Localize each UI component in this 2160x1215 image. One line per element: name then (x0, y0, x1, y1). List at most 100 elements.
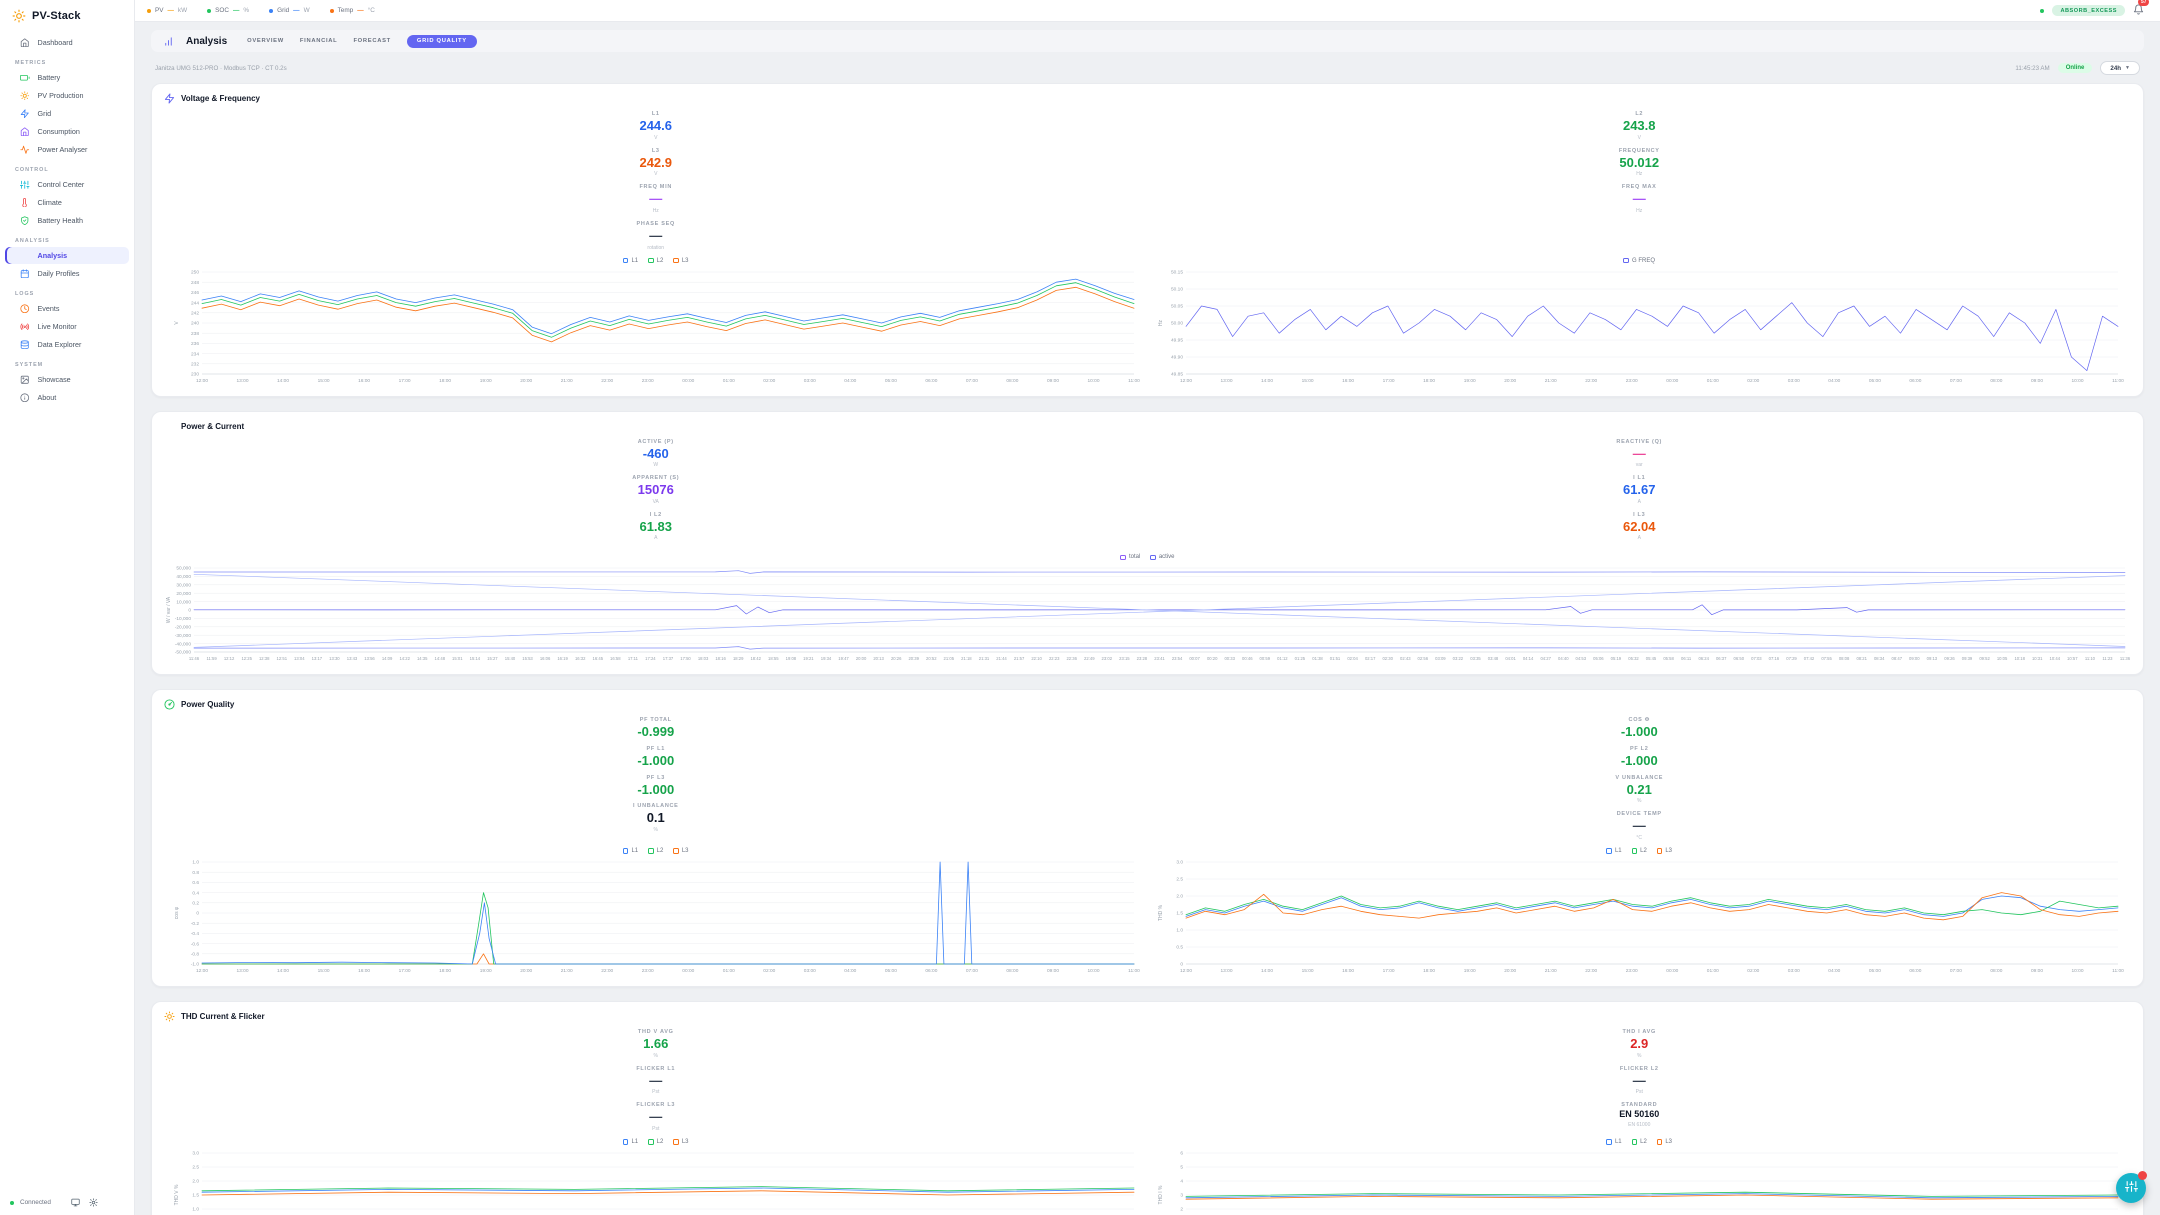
svg-text:08:00: 08:00 (1990, 968, 2002, 974)
svg-text:05:00: 05:00 (885, 968, 897, 974)
sidebar-item-daily-profiles[interactable]: Daily Profiles (5, 265, 129, 282)
svg-text:49.85: 49.85 (1170, 371, 1182, 377)
svg-text:02:04: 02:04 (1347, 656, 1358, 661)
svg-text:-1.0: -1.0 (191, 962, 200, 968)
topbar-metrics: PV — kW SOC —% Grid — W Temp — °C (147, 7, 375, 14)
svg-text:0.2: 0.2 (192, 901, 199, 907)
sliders-icon (20, 180, 30, 189)
range-select[interactable]: 24h ▼ (2100, 61, 2140, 75)
svg-text:12:51: 12:51 (277, 656, 288, 661)
svg-text:18:00: 18:00 (439, 378, 451, 384)
svg-text:07:00: 07:00 (966, 378, 978, 384)
svg-text:23:02: 23:02 (1102, 656, 1113, 661)
sidebar-item-live-monitor[interactable]: Live Monitor (5, 318, 129, 335)
svg-text:08:08: 08:08 (1839, 656, 1850, 661)
sidebar-item-data-explorer[interactable]: Data Explorer (5, 336, 129, 353)
nav-section-label: METRICS (15, 60, 47, 66)
svg-text:16:00: 16:00 (358, 968, 370, 974)
svg-text:11:36: 11:36 (2120, 656, 2131, 661)
svg-text:1.0: 1.0 (1176, 928, 1183, 934)
sidebar-item-events[interactable]: Events (5, 300, 129, 317)
sidebar-item-power-analyser[interactable]: Power Analyser (5, 141, 129, 158)
sidebar-item-label: Consumption (37, 127, 80, 136)
svg-text:06:00: 06:00 (925, 378, 937, 384)
svg-text:14:00: 14:00 (1260, 378, 1272, 384)
stat-apparent-s-: APPARENT (S) 15076 VA (632, 475, 680, 505)
chevron-down-icon: ▼ (2125, 65, 2130, 71)
svg-text:17:00: 17:00 (1382, 968, 1394, 974)
svg-text:11:00: 11:00 (2112, 968, 2124, 974)
sidebar-item-showcase[interactable]: Showcase (5, 371, 129, 388)
sliders-icon (2124, 1181, 2138, 1192)
clock-icon (20, 304, 30, 313)
page-title: Analysis (186, 35, 228, 47)
topbar-right: ABSORB_EXCESS 57 (2040, 0, 2149, 20)
topbar: PV — kW SOC —% Grid — W Temp — °C ABSORB_EXCESS 57 (135, 0, 2160, 22)
svg-text:-0.2: -0.2 (191, 921, 200, 927)
calendar-icon (20, 269, 29, 278)
monitor-icon[interactable] (71, 1198, 80, 1207)
gear-icon[interactable] (89, 1198, 98, 1207)
sidebar-nav: Dashboard METRICS Battery PV Production Grid… (0, 29, 134, 1190)
sidebar-item-dashboard[interactable]: Dashboard (5, 34, 129, 51)
svg-text:2: 2 (1180, 1207, 1183, 1213)
sidebar-item-label: Battery Health (37, 216, 84, 225)
svg-text:13:56: 13:56 (364, 656, 375, 661)
svg-text:21:57: 21:57 (1014, 656, 1025, 661)
quick-controls-button[interactable] (2116, 1171, 2147, 1203)
svg-text:18:00: 18:00 (439, 968, 451, 974)
svg-text:-30,000: -30,000 (175, 633, 192, 639)
shield-icon (21, 216, 29, 225)
sidebar-item-pv-production[interactable]: PV Production (5, 87, 129, 104)
svg-text:THD V %: THD V % (174, 1184, 180, 1205)
svg-text:10:18: 10:18 (2014, 656, 2025, 661)
tab-financial[interactable]: FINANCIAL (299, 38, 338, 44)
sidebar-item-climate[interactable]: Climate (5, 194, 129, 211)
svg-text:01:12: 01:12 (1277, 656, 1288, 661)
svg-text:16:06: 16:06 (540, 656, 551, 661)
svg-text:20:00: 20:00 (1504, 968, 1516, 974)
svg-text:02:00: 02:00 (763, 968, 775, 974)
stat-thd-i-avg: THD I AVG 2.9% (1622, 1029, 1656, 1059)
svg-text:-0.8: -0.8 (191, 952, 200, 958)
svg-text:2.0: 2.0 (1176, 894, 1183, 900)
sidebar-item-battery[interactable]: Battery (5, 69, 129, 86)
tab-overview[interactable]: OVERVIEW (247, 38, 284, 44)
svg-text:04:01: 04:01 (1505, 656, 1516, 661)
panel-title: Power Quality (181, 700, 235, 710)
notifications-button[interactable]: 57 (2133, 0, 2149, 20)
sidebar-item-battery-health[interactable]: Battery Health (5, 212, 129, 229)
panel-power-quality: Power Quality PF TOTAL -0.999 PF L1 -1.000 PF… (151, 689, 2144, 988)
svg-text:05:00: 05:00 (1868, 968, 1880, 974)
chart-gridfreq: 49.85 49.90 49.95 50.00 50.05 50.10 50.15 Hz 12:… (1158, 269, 2124, 384)
device-info: Janitza UMG 512-PRO · Modbus TCP · CT 0.… (155, 64, 287, 72)
sidebar-item-consumption[interactable]: Consumption (5, 123, 129, 140)
svg-text:03:00: 03:00 (804, 378, 816, 384)
svg-text:12:12: 12:12 (224, 656, 235, 661)
stat-flicker-l1: FLICKER L1— Pst (636, 1065, 676, 1096)
svg-text:04:53: 04:53 (1576, 656, 1587, 661)
sidebar-item-control-center[interactable]: Control Center (5, 176, 129, 193)
svg-text:11:46: 11:46 (189, 656, 200, 661)
sidebar-item-analysis[interactable]: Analysis (5, 247, 129, 264)
sidebar-item-grid[interactable]: Grid (5, 105, 129, 122)
svg-text:03:09: 03:09 (1435, 656, 1446, 661)
svg-text:0: 0 (1180, 962, 1183, 968)
chart-legend: L1 L2 L3 (172, 258, 1140, 264)
svg-text:21:00: 21:00 (1544, 968, 1556, 974)
svg-text:50.10: 50.10 (1170, 286, 1182, 292)
svg-text:0.5: 0.5 (1176, 945, 1183, 951)
svg-text:08:21: 08:21 (1856, 656, 1867, 661)
info-icon (20, 393, 30, 402)
svg-text:23:00: 23:00 (642, 378, 654, 384)
svg-text:17:00: 17:00 (399, 968, 411, 974)
stat-freq-max: FREQ MAX — Hz (1621, 184, 1657, 214)
sidebar-item-about[interactable]: About (5, 389, 129, 406)
svg-text:21:00: 21:00 (561, 378, 573, 384)
stat-cos-: COS Φ -1.000 (1620, 717, 1658, 740)
bar-chart-icon (164, 421, 175, 432)
tab-forecast[interactable]: FORECAST (353, 38, 391, 44)
chart-legend: L1 L2 L3 (1156, 1139, 2124, 1145)
tab-grid-quality[interactable]: GRID QUALITY (406, 34, 477, 48)
svg-text:18:16: 18:16 (715, 656, 726, 661)
